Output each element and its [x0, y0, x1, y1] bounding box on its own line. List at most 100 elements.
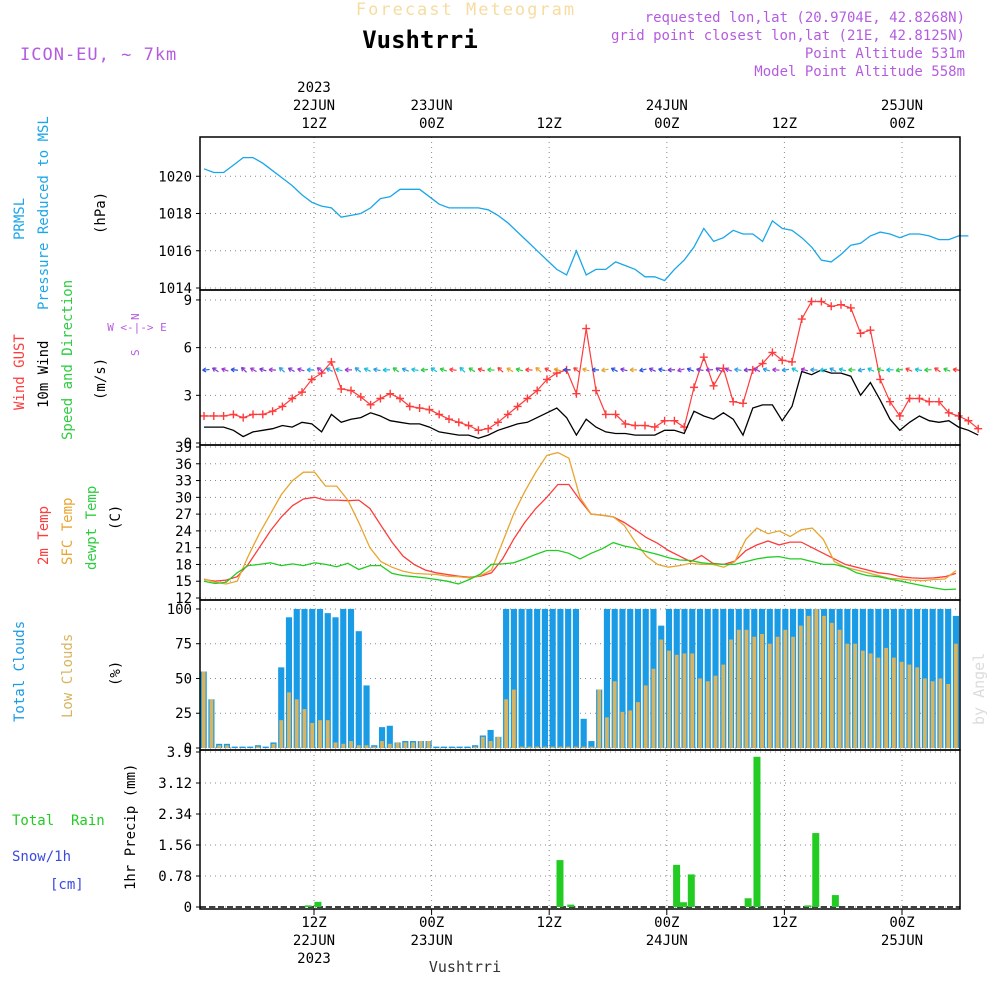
arrow-head [582, 367, 587, 373]
bottom-axis-label: 22JUN [293, 933, 335, 949]
low-clouds-bar [480, 736, 485, 748]
gust-marker [837, 300, 845, 309]
wind-direction-arrow [354, 367, 362, 373]
low-clouds-bar [791, 636, 795, 748]
y-tick-label: 0 [184, 436, 192, 452]
y-tick-label: 27 [175, 507, 192, 523]
low-clouds-bar [744, 629, 749, 748]
gust-marker [856, 329, 865, 338]
y-tick-label: 25 [175, 706, 192, 722]
wind-direction-arrow [639, 367, 647, 373]
gust-marker [817, 297, 826, 306]
low-clouds-bar [550, 746, 555, 748]
arrow-head [249, 367, 255, 372]
top-axis-label: 22JUN [293, 98, 335, 114]
place-title: Vushtrri [362, 26, 478, 54]
gust-marker [944, 408, 953, 417]
gust-marker [435, 410, 444, 419]
total-rain-label: Total Rain [12, 813, 105, 829]
gust-marker [925, 397, 934, 406]
low-clouds-bar [543, 746, 547, 748]
rain-bar [831, 895, 839, 907]
gust-marker [229, 410, 238, 419]
arrow-shaft [753, 367, 761, 373]
low-clouds-bar [752, 636, 757, 748]
arrow-head [772, 367, 777, 373]
total-clouds-bar [448, 746, 455, 748]
gust-marker [219, 411, 228, 420]
low-clouds-bar [643, 685, 648, 748]
arrow-head [544, 367, 549, 373]
total-clouds-bar [316, 608, 324, 748]
wind-direction-arrow [306, 367, 315, 373]
gust-marker [621, 419, 630, 428]
arrow-shaft [440, 368, 447, 372]
arrow-shaft [544, 367, 552, 373]
wind-direction-arrow [819, 367, 828, 373]
y-tick-label: 33 [175, 474, 192, 490]
wind-direction-arrow [344, 367, 352, 373]
y-tick-label: 6 [184, 341, 192, 357]
arrow-shaft [649, 367, 656, 372]
low-clouds-bar [628, 710, 633, 748]
rain-bar [753, 756, 761, 907]
arrow-head [230, 367, 235, 373]
rain-bar [687, 874, 695, 907]
arrow-shaft [459, 367, 466, 373]
gust-marker [464, 421, 473, 430]
gust-marker [739, 399, 747, 408]
low-clouds-bar [364, 745, 369, 748]
y-tick-label: 36 [175, 457, 192, 473]
wind-direction-arrow [762, 367, 771, 373]
arrow-shaft [876, 368, 885, 372]
gust-marker [758, 359, 767, 368]
wind10m-label: 10m Wind [36, 341, 52, 408]
low-clouds-bar [488, 741, 493, 748]
y-tick-label: 21 [175, 541, 192, 557]
panel-frame [199, 749, 961, 910]
arrow-shaft [696, 368, 704, 372]
bottom-axis-label: 24JUN [646, 933, 688, 949]
y-tick-label: 100 [167, 602, 192, 618]
total-clouds-bar [332, 617, 339, 748]
arrow-shaft [734, 368, 742, 371]
arrow-head [791, 367, 796, 372]
low-clouds-bar [512, 689, 516, 748]
arrow-head [848, 367, 853, 373]
arrow-shaft [658, 368, 666, 372]
gust-marker [347, 386, 355, 395]
arrow-head [829, 367, 834, 373]
precip-unit: 1hr Precip (mm) [123, 764, 139, 890]
arrow-shaft [335, 368, 343, 372]
low-clouds-bar [403, 742, 408, 748]
arrow-head [287, 367, 293, 372]
low-clouds-bar [907, 664, 912, 748]
rain-bar [314, 901, 322, 907]
low-clouds-bar [760, 633, 764, 748]
low-clouds-bar [287, 692, 291, 748]
y-tick-label: 1.56 [158, 838, 192, 854]
gust-marker [905, 394, 914, 403]
arrow-head [696, 367, 701, 373]
y-tick-label: 15 [175, 574, 192, 590]
wind-direction-arrow [867, 367, 875, 373]
low-clouds-bar [279, 720, 284, 748]
gust-marker [484, 424, 493, 433]
y-tick-label: 30 [175, 490, 192, 506]
model-point-altitude: Model Point Altitude 558m [754, 64, 965, 80]
arrow-shaft [212, 367, 219, 373]
wind-direction-arrow [753, 367, 761, 373]
low-clouds-bar [923, 678, 927, 748]
wind-direction-arrow [800, 367, 809, 373]
sfc-temp-label: SFC Temp [60, 498, 76, 565]
wind-direction-arrow [905, 367, 913, 373]
y-tick-label: 0.78 [158, 869, 192, 885]
gust-marker [768, 348, 777, 357]
gust-marker [631, 421, 640, 430]
low-clouds-bar [395, 742, 400, 748]
wind-direction-arrow [772, 367, 780, 373]
arrow-head [459, 366, 465, 372]
compass-north: N [129, 313, 142, 320]
arrow-head [810, 367, 815, 373]
gust-marker [582, 324, 591, 333]
